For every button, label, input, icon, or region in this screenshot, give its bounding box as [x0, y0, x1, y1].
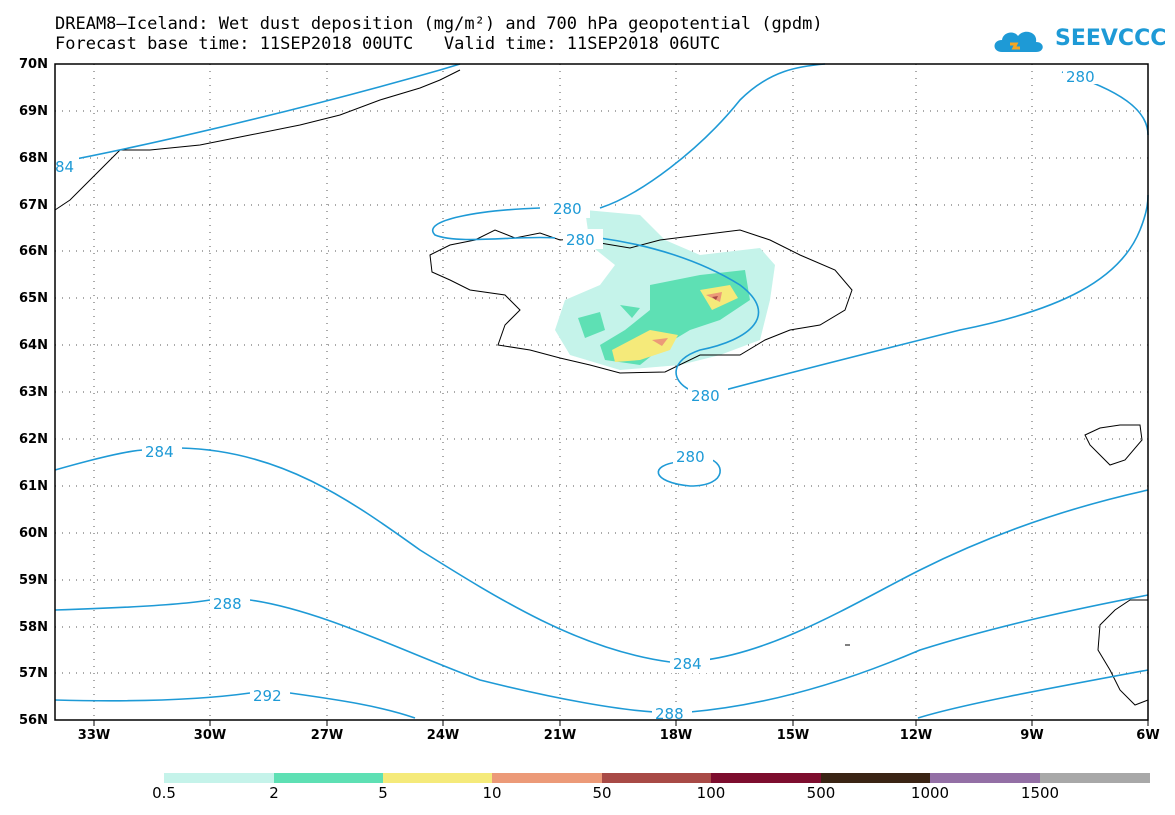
lat-label: 69N — [19, 104, 48, 119]
colorbar-label: 0.5 — [152, 784, 176, 802]
forecast-time-line: Forecast base time: 11SEP2018 00UTC Vali… — [55, 34, 721, 54]
colorbar-bin — [274, 773, 383, 783]
colorbar-bin — [1040, 773, 1150, 783]
lat-label: 67N — [19, 198, 48, 213]
contour-label: 280 — [676, 448, 705, 466]
coastlines — [54, 69, 1149, 706]
contour-labels: 280 280 280 280 280 284 284 288 288 292 … — [55, 64, 1103, 723]
grid-lines — [55, 64, 1148, 720]
lon-label: 15W — [776, 728, 810, 743]
lat-label: 63N — [19, 385, 48, 400]
contour-label: 84 — [55, 158, 74, 176]
colorbar-bin — [164, 773, 274, 783]
colorbar-label: 1500 — [1020, 784, 1060, 802]
lat-label: 56N — [19, 713, 48, 728]
colorbar-bin — [711, 773, 821, 783]
colorbar-bin — [821, 773, 930, 783]
colorbar-label: 10 — [482, 784, 502, 802]
lat-label: 59N — [19, 573, 48, 588]
colorbar-label: 100 — [696, 784, 726, 802]
dust-deposition-field — [555, 210, 775, 370]
lat-label: 66N — [19, 244, 48, 259]
logo-text: SEEVCCC — [1055, 26, 1167, 51]
colorbar-label: 5 — [378, 784, 388, 802]
contour-label: 280 — [566, 231, 595, 249]
contour-label: 284 — [145, 443, 174, 461]
lat-label: 64N — [19, 338, 48, 353]
lon-label: 33W — [77, 728, 111, 743]
colorbar-bin — [383, 773, 492, 783]
lat-label: 60N — [19, 526, 48, 541]
colorbar-bin — [930, 773, 1040, 783]
lat-label: 70N — [19, 57, 48, 72]
lon-label: 21W — [543, 728, 577, 743]
map-frame — [54, 63, 1149, 721]
lat-label: 61N — [19, 479, 48, 494]
colorbar-label: 50 — [592, 784, 612, 802]
colorbar-bin — [602, 773, 711, 783]
lon-label: 30W — [193, 728, 227, 743]
contour-label: 280 — [553, 200, 582, 218]
axis-ticks — [93, 720, 1149, 726]
lat-label: 57N — [19, 666, 48, 681]
lon-label: 6W — [1136, 728, 1160, 743]
colorbar-bin — [492, 773, 602, 783]
contour-label: 280 — [691, 387, 720, 405]
lon-label: 24W — [426, 728, 460, 743]
lon-label: 18W — [659, 728, 693, 743]
lat-label: 58N — [19, 620, 48, 635]
lon-label: 12W — [899, 728, 933, 743]
map-title: DREAM8–Iceland: Wet dust deposition (mg/… — [55, 14, 823, 34]
contour-label: 280 — [1066, 68, 1095, 86]
lat-label: 62N — [19, 432, 48, 447]
contour-label: 284 — [673, 655, 702, 673]
contour-label: 288 — [655, 705, 684, 723]
lat-label: 68N — [19, 151, 48, 166]
geopotential-contours — [54, 63, 1149, 719]
colorbar-label: 2 — [269, 784, 279, 802]
colorbar — [164, 773, 1150, 783]
contour-label: 292 — [253, 687, 282, 705]
seevccc-logo-icon — [994, 31, 1043, 52]
lon-label: 27W — [310, 728, 344, 743]
colorbar-label: 500 — [806, 784, 836, 802]
contour-label: 288 — [213, 595, 242, 613]
lon-label: 9W — [1020, 728, 1044, 743]
colorbar-label: 1000 — [910, 784, 950, 802]
lat-label: 65N — [19, 291, 48, 306]
